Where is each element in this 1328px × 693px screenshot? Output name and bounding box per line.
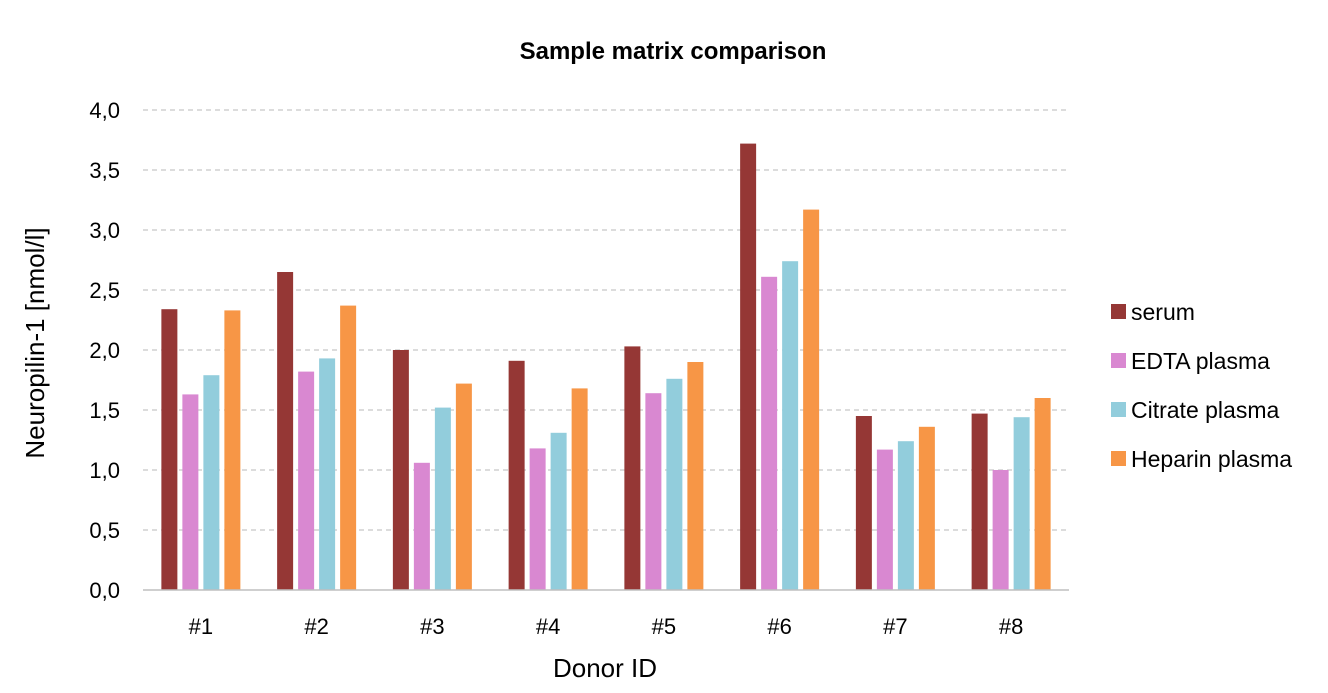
bar-heparin-plasma-8 — [1034, 398, 1051, 590]
bar-heparin-plasma-7 — [918, 426, 935, 590]
bar-serum-1 — [161, 309, 178, 590]
y-tick-label: 2,0 — [89, 338, 120, 363]
bar-citrate-plasma-5 — [666, 378, 683, 590]
legend-label: serum — [1131, 299, 1195, 325]
x-tick-label: #5 — [652, 614, 676, 639]
bar-serum-2 — [277, 272, 294, 590]
bar-heparin-plasma-1 — [224, 310, 241, 590]
chart-title: Sample matrix comparison — [520, 38, 827, 65]
x-tick-label: #2 — [304, 614, 328, 639]
legend: serum EDTA plasma Citrate plasma Heparin pl… — [1111, 299, 1292, 472]
bar-heparin-plasma-6 — [803, 209, 820, 590]
bar-serum-8 — [971, 413, 988, 590]
y-tick-label: 1,0 — [89, 458, 120, 483]
y-tick-label: 0,5 — [89, 518, 120, 543]
bar-serum-3 — [392, 350, 409, 590]
y-tick-label: 4,0 — [89, 98, 120, 123]
y-tick-label: 3,5 — [89, 158, 120, 183]
x-tick-labels: #1 #2 #3 #4 #5 #6 #7 #8 — [189, 614, 1024, 639]
bar-edta-plasma-7 — [876, 449, 893, 590]
x-tick-label: #1 — [189, 614, 213, 639]
legend-label: Heparin plasma — [1131, 446, 1292, 472]
x-tick-label: #8 — [999, 614, 1023, 639]
y-axis-title: Neuropilin-1 [nmol/l] — [20, 227, 50, 458]
bar-edta-plasma-1 — [182, 394, 199, 590]
bar-citrate-plasma-3 — [434, 407, 451, 590]
bar-citrate-plasma-1 — [203, 375, 220, 590]
bar-edta-plasma-2 — [298, 371, 315, 590]
gridlines — [143, 109, 1069, 531]
bar-serum-4 — [508, 360, 525, 590]
bar-serum-5 — [624, 346, 641, 590]
y-tick-label: 3,0 — [89, 218, 120, 243]
bar-citrate-plasma-8 — [1013, 417, 1030, 590]
bar-edta-plasma-4 — [529, 448, 546, 590]
y-tick-label: 0,0 — [89, 578, 120, 603]
bar-citrate-plasma-7 — [897, 441, 914, 590]
legend-swatch — [1111, 304, 1126, 319]
x-tick-label: #3 — [420, 614, 444, 639]
bar-edta-plasma-5 — [645, 393, 662, 590]
legend-swatch — [1111, 353, 1126, 368]
x-tick-label: #6 — [767, 614, 791, 639]
y-tick-labels: 0,0 0,5 1,0 1,5 2,0 2,5 3,0 3,5 4,0 — [89, 98, 120, 603]
bar-heparin-plasma-3 — [455, 383, 472, 590]
bar-serum-6 — [740, 143, 757, 590]
bar-heparin-plasma-4 — [571, 388, 588, 590]
bar-citrate-plasma-4 — [550, 432, 567, 590]
bar-edta-plasma-3 — [413, 462, 430, 590]
legend-swatch — [1111, 402, 1126, 417]
bar-edta-plasma-6 — [761, 276, 778, 590]
x-tick-label: #4 — [536, 614, 560, 639]
x-axis-title: Donor ID — [553, 653, 657, 683]
y-tick-label: 2,5 — [89, 278, 120, 303]
bar-heparin-plasma-2 — [340, 305, 357, 590]
legend-swatch — [1111, 451, 1126, 466]
bar-edta-plasma-8 — [992, 470, 1009, 590]
legend-label: Citrate plasma — [1131, 397, 1279, 423]
bar-citrate-plasma-2 — [319, 358, 336, 590]
bars — [161, 143, 1051, 590]
y-tick-label: 1,5 — [89, 398, 120, 423]
legend-label: EDTA plasma — [1131, 348, 1270, 374]
bar-citrate-plasma-6 — [782, 261, 799, 590]
bar-serum-7 — [855, 416, 872, 590]
x-tick-label: #7 — [883, 614, 907, 639]
bar-heparin-plasma-5 — [687, 362, 704, 590]
